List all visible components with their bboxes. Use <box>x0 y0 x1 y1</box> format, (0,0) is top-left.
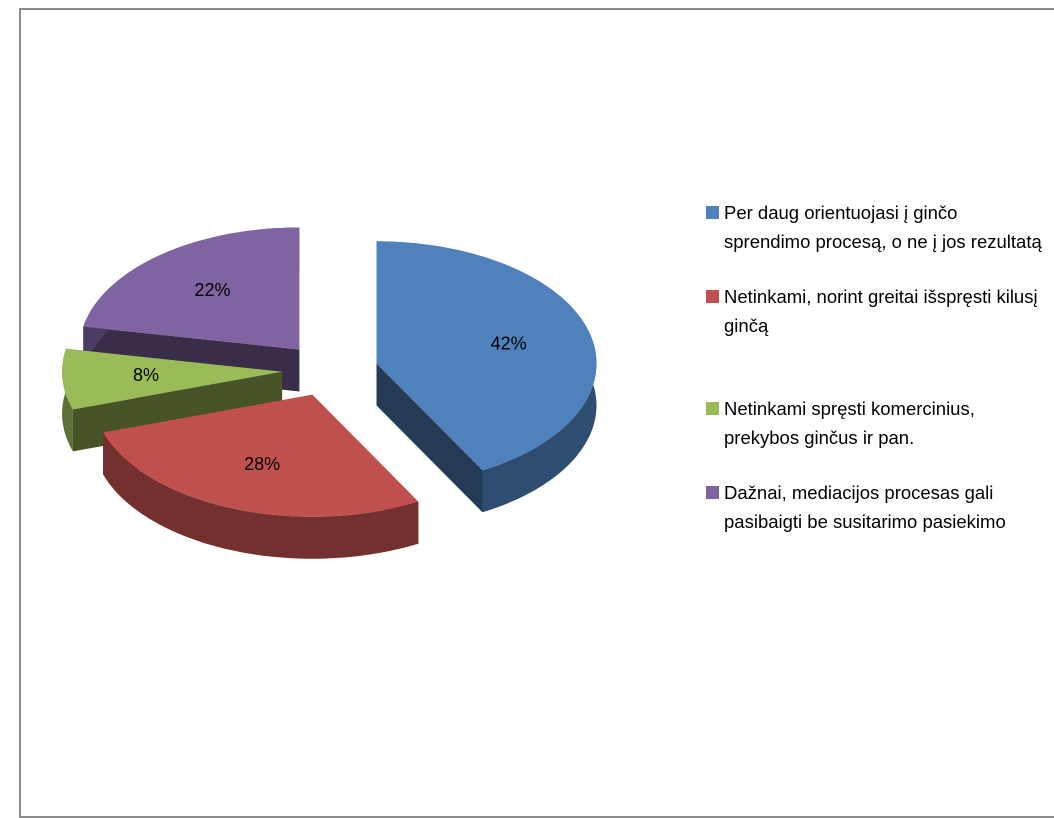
slice-top <box>103 394 419 517</box>
slice-side <box>376 363 483 513</box>
legend-swatch <box>706 402 719 415</box>
legend-label: Netinkami, norint greitai išspręsti kilu… <box>724 286 1038 336</box>
data-label: 22% <box>194 280 230 300</box>
legend-label: Netinkami spręsti komercinius, prekybos … <box>724 398 975 448</box>
slice-wall <box>103 432 419 559</box>
data-label: 8% <box>133 365 159 385</box>
data-label: 42% <box>491 333 527 353</box>
legend-swatch <box>706 206 719 219</box>
slice-top <box>376 241 597 471</box>
data-label: 28% <box>244 454 280 474</box>
legend-label: Per daug orientuojasi į ginčo sprendimo … <box>724 202 1042 252</box>
slice-top <box>62 348 283 410</box>
legend-label: Dažnai, mediacijos procesas gali pasibai… <box>724 482 1006 532</box>
legend: Per daug orientuojasi į ginčo sprendimo … <box>704 198 1044 536</box>
slice <box>376 241 597 513</box>
slice <box>103 394 419 559</box>
legend-swatch <box>706 486 719 499</box>
legend-item: Per daug orientuojasi į ginčo sprendimo … <box>704 198 1044 256</box>
legend-swatch <box>706 290 719 303</box>
legend-item: Netinkami, norint greitai išspręsti kilu… <box>704 282 1044 340</box>
legend-item: Dažnai, mediacijos procesas gali pasibai… <box>704 478 1044 536</box>
slice-top <box>83 227 300 350</box>
legend-item: Netinkami spręsti komercinius, prekybos … <box>704 394 1044 452</box>
